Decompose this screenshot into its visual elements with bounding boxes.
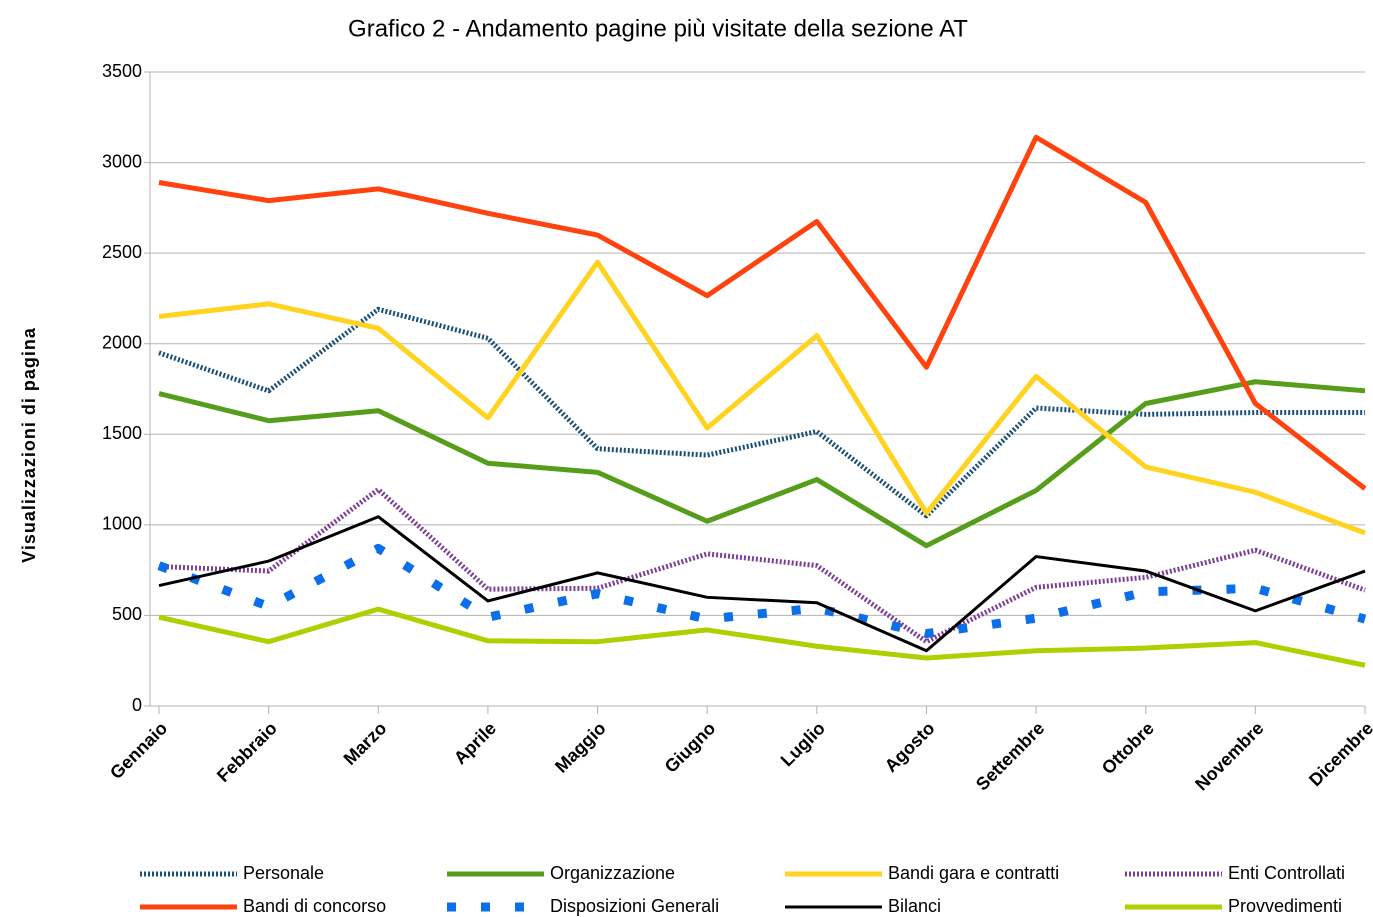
legend-label: Disposizioni Generali [550, 896, 719, 916]
y-tick-label: 500 [112, 604, 142, 624]
series-line [158, 259, 1366, 536]
legend-label: Bandi gara e contratti [888, 863, 1059, 883]
legend-label: Bilanci [888, 896, 941, 916]
x-tick-label: Marzo [340, 718, 391, 769]
legend-label: Organizzazione [550, 863, 675, 883]
legend-label: Provvedimenti [1228, 896, 1342, 916]
x-tick-label: Maggio [551, 718, 610, 777]
series-line [158, 606, 1366, 668]
x-tick-label: Giugno [661, 718, 720, 777]
legend-label: Personale [243, 863, 324, 883]
y-tick-label: 1000 [102, 514, 142, 534]
series-line [157, 543, 1367, 639]
y-tick-label: 2000 [102, 332, 142, 352]
series-line [158, 379, 1366, 549]
x-tick-label: Aprile [450, 718, 500, 768]
y-tick-label: 1500 [102, 423, 142, 443]
x-tick-label: Febbraio [213, 718, 281, 786]
y-axis-label: Visualizzazioni di pagina [19, 327, 39, 563]
x-tick-label: Ottobre [1098, 718, 1158, 778]
x-tick-label: Dicembre [1305, 718, 1373, 790]
x-tick-label: Novembre [1191, 718, 1267, 794]
y-tick-label: 2500 [102, 242, 142, 262]
x-tick-label: Settembre [972, 718, 1048, 794]
y-tick-label: 0 [132, 695, 142, 715]
chart-title: Grafico 2 - Andamento pagine più visitat… [348, 15, 968, 42]
x-tick-label: Gennaio [106, 718, 171, 783]
y-tick-label: 3000 [102, 151, 142, 171]
series-line [158, 515, 1366, 653]
y-tick-label: 3500 [102, 61, 142, 81]
x-tick-label: Agosto [881, 718, 939, 776]
legend-label: Enti Controllati [1228, 863, 1345, 883]
legend-label: Bandi di concorso [243, 896, 386, 916]
x-tick-label: Luglio [777, 718, 829, 770]
series-line [158, 134, 1367, 491]
